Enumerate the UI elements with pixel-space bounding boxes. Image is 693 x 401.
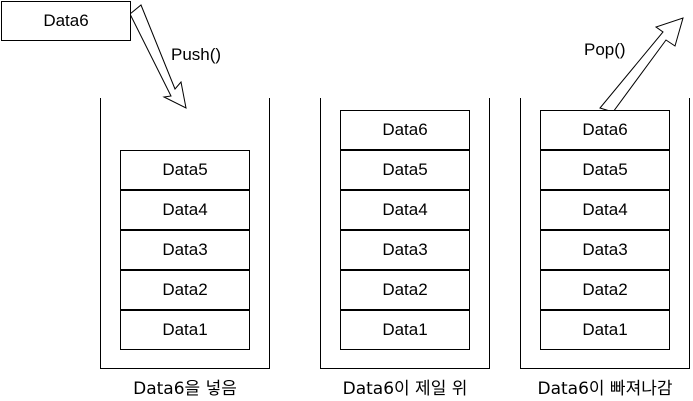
stack-3-item: Data2 xyxy=(540,270,670,310)
stack-1-item: Data5 xyxy=(120,150,250,190)
stack-1-item: Data3 xyxy=(120,230,250,270)
pop-label: Pop() xyxy=(584,40,626,59)
stack-1-item: Data4 xyxy=(120,190,250,230)
stack-container-2 xyxy=(320,98,490,369)
stack-1-item: Data1 xyxy=(120,310,250,350)
stack-3-item: Data4 xyxy=(540,190,670,230)
stack-2-item: Data6 xyxy=(340,110,470,150)
stack-container-3 xyxy=(520,98,690,369)
stack-2-item: Data2 xyxy=(340,270,470,310)
incoming-data-box: Data6 xyxy=(1,1,131,41)
stack-3-item: Data6 xyxy=(540,110,670,150)
stack-1-caption: Data6을 넣음 xyxy=(133,379,237,399)
stack-2-item: Data5 xyxy=(340,150,470,190)
stack-3-item: Data5 xyxy=(540,150,670,190)
incoming-data-label: Data6 xyxy=(43,11,89,30)
push-arrow-icon xyxy=(129,4,187,109)
stack-1-item: Data2 xyxy=(120,270,250,310)
pop-arrow-icon xyxy=(599,17,684,113)
stack-2-item: Data3 xyxy=(340,230,470,270)
stack-2-item: Data1 xyxy=(340,310,470,350)
stack-3-item: Data1 xyxy=(540,310,670,350)
push-label: Push() xyxy=(171,45,222,64)
stack-container-1 xyxy=(100,98,270,369)
stack-2-item: Data4 xyxy=(340,190,470,230)
stack-2-caption: Data6이 제일 위 xyxy=(342,379,468,399)
stack-3-item: Data3 xyxy=(540,230,670,270)
stack-3-caption: Data6이 빠져나감 xyxy=(537,379,673,399)
